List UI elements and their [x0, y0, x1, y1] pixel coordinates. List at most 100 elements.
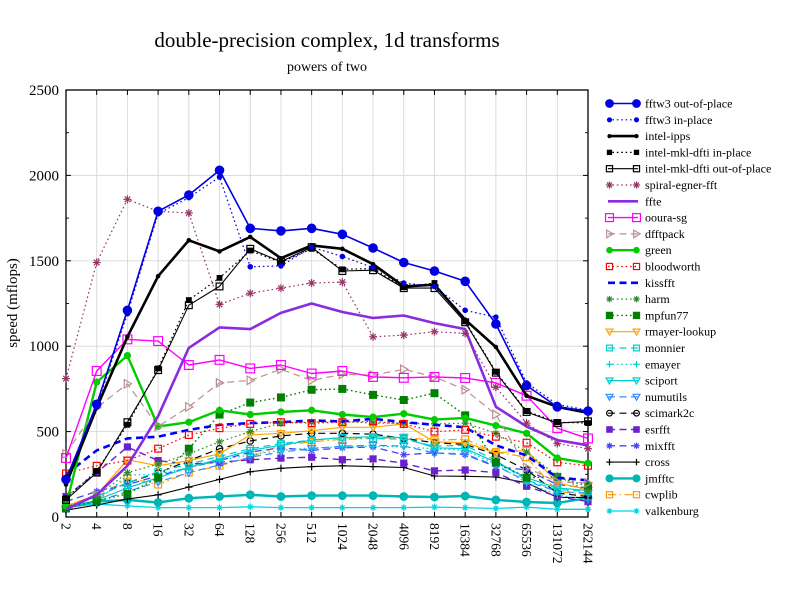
data-point-marker	[124, 421, 131, 428]
data-point-marker	[523, 408, 530, 415]
legend-item-cwplib: cwplib	[605, 488, 678, 502]
legend-marker	[633, 361, 640, 368]
legend-label: spiral-egner-fft	[645, 178, 718, 192]
data-point-marker	[276, 418, 285, 427]
series-kissfft	[65, 417, 589, 482]
data-point-marker	[554, 419, 561, 426]
data-point-marker	[155, 365, 162, 372]
data-point-marker	[399, 419, 408, 428]
legend-label: mpfun77	[645, 308, 688, 322]
data-point-marker	[399, 435, 408, 444]
data-point-marker	[491, 495, 501, 505]
data-point-marker	[122, 305, 133, 316]
data-point-marker	[246, 375, 256, 386]
legend-label: cross	[645, 455, 670, 469]
x-tick-label: 8	[120, 523, 135, 530]
data-point-marker	[492, 505, 500, 512]
legend-marker	[605, 181, 614, 189]
legend-marker	[632, 491, 641, 499]
legend-marker	[606, 117, 613, 123]
data-point-marker	[552, 484, 563, 493]
legend-marker	[604, 213, 615, 223]
data-point-marker	[277, 432, 285, 440]
legend-marker	[632, 474, 641, 483]
legend-item-harm: harm	[606, 292, 670, 306]
legend-label: harm	[645, 292, 670, 306]
legend-marker	[606, 426, 613, 433]
legend-marker	[605, 99, 614, 108]
data-point-marker	[552, 402, 563, 412]
y-tick-label: 1000	[29, 339, 59, 355]
legend-item-intel-ipps: intel-ipps	[607, 129, 691, 143]
data-point-marker	[125, 334, 130, 340]
data-point-marker	[215, 438, 224, 446]
legend-item-rmayer-lookup: rmayer-lookup	[605, 325, 716, 339]
x-tick-label: 64	[212, 523, 227, 537]
data-point-marker	[553, 476, 563, 488]
data-point-marker	[217, 249, 222, 254]
data-point-marker	[275, 359, 286, 370]
legend-label: jmfftc	[644, 471, 674, 485]
legend-marker	[632, 393, 641, 402]
legend-marker	[607, 133, 612, 139]
data-point-marker	[276, 441, 286, 451]
legend-marker	[605, 311, 614, 320]
data-point-marker	[491, 319, 501, 329]
series-green	[62, 351, 592, 510]
legend-item-kissfft: kissfft	[608, 276, 675, 290]
legend-marker	[633, 246, 640, 254]
data-point-marker	[337, 229, 348, 240]
legend-label: green	[645, 243, 672, 257]
data-point-marker	[214, 450, 225, 459]
legend-marker	[634, 133, 639, 139]
legend-marker	[633, 149, 640, 156]
y-tick-label: 2000	[29, 168, 59, 184]
data-point-marker	[492, 368, 499, 375]
data-point-marker	[429, 371, 440, 382]
data-point-marker	[491, 432, 500, 441]
data-point-marker	[215, 377, 225, 389]
legend-marker	[606, 508, 613, 514]
data-point-marker	[461, 414, 469, 422]
legend-marker	[633, 295, 640, 303]
data-point-marker	[340, 246, 345, 252]
legend-item-intel-mkl-dfti-in-place: intel-mkl-dfti in-place	[606, 145, 751, 159]
data-point-marker	[338, 278, 347, 287]
legend-marker	[632, 99, 641, 108]
data-point-marker	[400, 451, 408, 459]
data-point-marker	[399, 331, 408, 340]
data-point-marker	[369, 455, 377, 463]
data-point-marker	[306, 223, 317, 234]
data-point-marker	[307, 385, 316, 394]
legend-label: valkenburg	[645, 504, 699, 518]
x-tick-labels: 2 4 8 16 32 64 128 256 512 1024 2048 4096 8192 16384 3…	[59, 523, 596, 564]
data-point-marker	[368, 371, 379, 382]
x-tick-label: 8192	[427, 523, 442, 550]
legend-marker	[606, 295, 613, 303]
data-point-marker	[247, 234, 253, 240]
data-point-marker	[123, 378, 133, 390]
legend-item-valkenburg: valkenburg	[606, 504, 699, 518]
data-point-marker	[521, 390, 532, 401]
data-point-marker	[246, 410, 254, 419]
data-point-marker	[399, 492, 409, 501]
data-point-marker	[92, 258, 101, 267]
data-point-marker	[277, 504, 285, 511]
legend-marker	[605, 165, 614, 173]
data-point-marker	[308, 504, 315, 511]
legend-item-emayer: emayer	[606, 357, 680, 371]
data-point-marker	[369, 434, 377, 443]
data-point-marker	[93, 378, 101, 386]
data-point-marker	[338, 456, 346, 464]
data-point-marker	[400, 410, 408, 418]
legend-label: rmayer-lookup	[645, 325, 716, 339]
x-tick-label: 2	[59, 523, 74, 530]
data-point-marker	[522, 438, 531, 447]
data-point-marker	[308, 463, 316, 471]
data-point-marker	[153, 206, 163, 217]
legend-marker	[633, 442, 640, 450]
data-point-marker	[398, 257, 409, 268]
data-point-marker	[338, 369, 348, 380]
legend-marker	[605, 377, 614, 386]
